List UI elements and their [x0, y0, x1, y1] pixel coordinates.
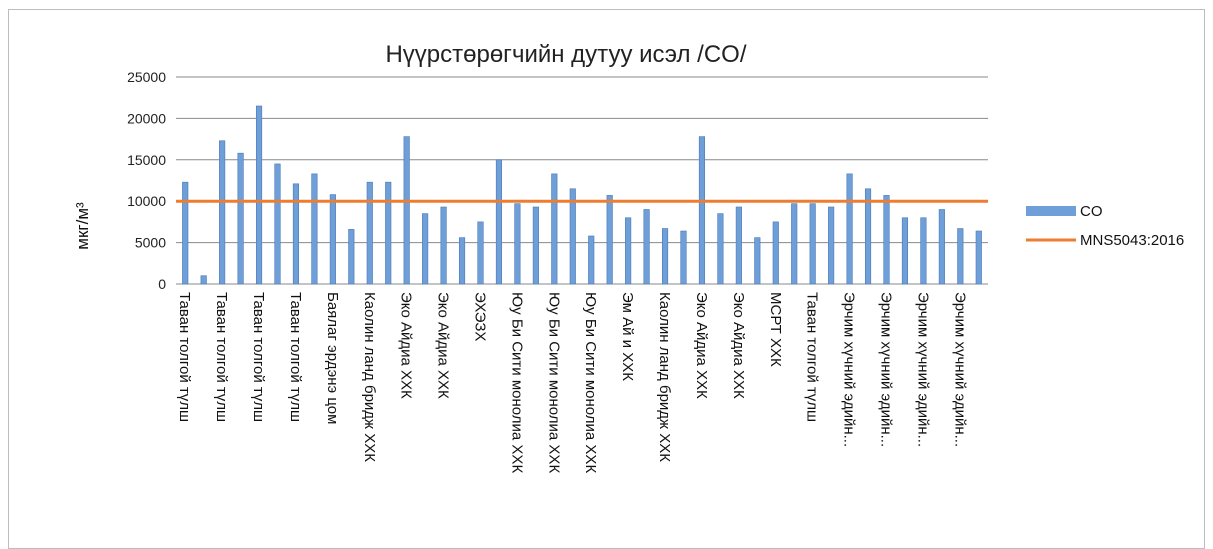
bar-co [219, 140, 226, 285]
bar-co [643, 209, 650, 285]
x-tick-labels: Таван толгой түлш Таван толгой түлш Таван … [176, 292, 968, 473]
bar-co [606, 195, 613, 285]
bar-co [754, 237, 761, 285]
bar-co [551, 173, 558, 285]
bar-co [828, 206, 835, 285]
bar-co [772, 221, 779, 285]
x-tick-label: Эрчим хүчний эдийн... [951, 292, 968, 447]
x-tick-label: ЭХЭЗХ [472, 292, 489, 341]
bar-co [495, 159, 503, 285]
legend-swatch-co [1026, 206, 1076, 216]
y-axis-label: мкг/м³ [73, 202, 92, 250]
bar-co [348, 229, 355, 285]
x-tick-label: Юу Би Сити монолиа ХХК [508, 292, 525, 473]
x-tick-label: Эрчим хүчний эдийн... [841, 292, 858, 447]
bar-co [883, 195, 890, 285]
bar-co [255, 105, 263, 285]
bar-co [735, 206, 742, 285]
bar-co [292, 183, 300, 285]
x-tick-label: Эко Айдиа ХХК [730, 292, 747, 399]
bar-co [200, 275, 207, 285]
x-tick-label: Каолин ланд бридж ХХК [656, 292, 673, 462]
x-tick-label: Таван толгой түлш [176, 292, 193, 422]
y-tick-label: 20000 [127, 110, 166, 126]
bar-co [477, 221, 484, 285]
bar-co [532, 206, 539, 285]
bar-co [938, 209, 945, 285]
x-tick-label: Эко Айдиа ХХК [435, 292, 452, 399]
x-tick-label: Таван толгой түлш [287, 292, 304, 422]
x-tick-label: МСРТ ХХК [767, 292, 784, 367]
x-tick-label: Эко Айдиа ХХК [398, 292, 415, 399]
bar-co [809, 203, 816, 285]
bar-co [698, 136, 706, 285]
bar-co [680, 230, 687, 285]
bar-co [458, 237, 466, 285]
x-tick-label: Баялаг эрдэнэ цом [324, 292, 341, 424]
bar-co [237, 152, 244, 285]
bar-co [182, 181, 189, 285]
bar-co [975, 230, 982, 285]
bar-co [717, 213, 724, 285]
bar-co [440, 206, 447, 285]
y-tick-label: 15000 [127, 152, 166, 168]
bar-co [957, 228, 964, 285]
x-tick-label: Юу Би Сити монолиа ХХК [582, 292, 599, 473]
chart-frame [8, 9, 1205, 549]
x-tick-label: Эм Ай и ХХК [619, 292, 636, 381]
bar-co [403, 136, 410, 285]
x-tick-label: Юу Би Сити монолиа ХХК [545, 292, 562, 473]
y-tick-label: 0 [158, 276, 166, 292]
chart-title: Нүүрстөрөгчийн дутуу исэл /CO/ [385, 41, 746, 68]
y-tick-label: 5000 [135, 235, 166, 251]
x-tick-label: Таван толгой түлш [804, 292, 821, 422]
bar-co [588, 235, 595, 285]
y-tick-label: 25000 [127, 69, 166, 85]
bar-co [329, 194, 336, 285]
x-tick-label: Таван толгой түлш [213, 292, 230, 422]
bar-co [311, 173, 318, 285]
bar-co [274, 163, 281, 285]
bar-co [385, 181, 392, 285]
y-tick-label: 10000 [127, 193, 166, 209]
bar-co [791, 203, 798, 285]
legend-label-co: CO [1080, 203, 1103, 220]
bar-co [661, 228, 669, 285]
bar-co [864, 188, 872, 285]
bar-co [366, 181, 373, 285]
bar-co [901, 217, 909, 285]
y-tick-labels: 0 5000 10000 15000 20000 25000 [127, 69, 166, 292]
bar-co [920, 217, 927, 285]
x-tick-label: Таван толгой түлш [250, 292, 267, 422]
bar-co [569, 188, 576, 285]
x-tick-label: Эрчим хүчний эдийн... [914, 292, 931, 447]
x-tick-label: Эрчим хүчний эдийн... [878, 292, 895, 447]
legend-label-mns: MNS5043:2016 [1080, 232, 1184, 249]
bar-co [422, 213, 429, 285]
legend: CO MNS5043:2016 [1026, 203, 1184, 249]
bar-co [514, 203, 521, 285]
x-tick-label: Каолин ланд бридж ХХК [361, 292, 378, 462]
bar-co [625, 217, 632, 285]
bar-co [846, 173, 853, 285]
bar-series [182, 105, 982, 285]
x-tick-label: Эко Айдиа ХХК [693, 292, 710, 399]
